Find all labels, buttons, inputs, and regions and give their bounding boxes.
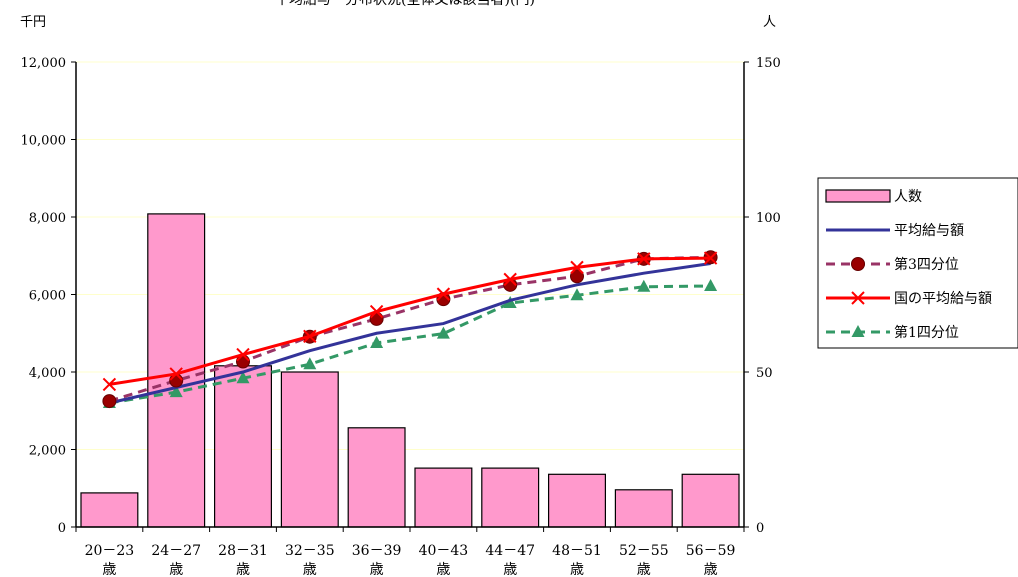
series-line: [109, 262, 711, 405]
data-point: [637, 252, 651, 266]
legend-item: 第1四分位: [826, 324, 959, 341]
category-label-suffix: 歳: [370, 562, 384, 577]
left-tick-label: 10,000: [21, 134, 67, 149]
right-tick-label: 0: [756, 521, 764, 536]
category-label-suffix: 歳: [637, 562, 651, 577]
category-label-suffix: 歳: [570, 562, 584, 577]
category-label-suffix: 歳: [436, 562, 450, 577]
legend-label: 第3四分位: [894, 256, 959, 273]
bar: [347, 427, 406, 528]
data-point: [570, 288, 584, 301]
chart-title: 平均給与・分布状況(全体又は該当者)(円): [275, 0, 535, 8]
legend-item: 第3四分位: [826, 256, 959, 273]
category-label: 48－51: [552, 543, 602, 559]
bar-series: [80, 213, 740, 528]
data-point: [570, 260, 584, 275]
data-point: [503, 272, 517, 287]
category-label: 44－47: [485, 543, 535, 559]
category-label: 56－59: [686, 543, 736, 559]
right-axis-unit: 人: [763, 15, 776, 30]
category-label-suffix: 歳: [503, 562, 517, 577]
data-point: [503, 296, 517, 309]
left-tick-label: 0: [58, 521, 66, 536]
right-tick-label: 150: [756, 56, 781, 71]
legend-item: 平均給与額: [826, 223, 964, 239]
left-tick-label: 4,000: [29, 366, 66, 381]
legend-label: 国の平均給与額: [894, 291, 992, 307]
category-label: 24－27: [151, 543, 201, 559]
legend-label: 平均給与額: [894, 223, 964, 239]
bar: [80, 492, 139, 528]
legend-item: 人数: [825, 189, 922, 205]
line-series-0: [109, 262, 711, 405]
legend-label: 第1四分位: [894, 324, 959, 341]
series-line: [109, 256, 711, 386]
bar: [481, 467, 540, 528]
data-point: [370, 335, 384, 348]
data-point: [570, 269, 584, 284]
category-label-suffix: 歳: [102, 562, 116, 577]
left-tick-label: 2,000: [29, 444, 66, 459]
category-label-suffix: 歳: [236, 562, 250, 577]
data-point: [637, 279, 651, 292]
data-point: [102, 394, 117, 409]
category-label: 36－39: [352, 543, 402, 559]
data-point: [169, 367, 183, 381]
category-label-suffix: 歳: [303, 562, 317, 577]
data-point: [236, 347, 250, 362]
legend-item: 国の平均給与額: [826, 291, 992, 307]
left-axis-unit: 千円: [20, 15, 46, 30]
left-tick-label: 12,000: [21, 56, 67, 71]
category-label-suffix: 歳: [169, 562, 183, 577]
bar: [147, 213, 206, 528]
right-tick-label: 100: [756, 211, 781, 226]
bar: [414, 467, 473, 528]
left-tick-label: 8,000: [29, 211, 66, 226]
category-label: 20－23: [85, 543, 135, 559]
legend-marker: [851, 291, 865, 305]
data-point: [436, 326, 450, 339]
category-labels: 20－23 歳 24－27 歳 28－31 歳 32－35 歳 36－39 歳 40－43 歳 44－4…: [85, 543, 736, 577]
bar: [614, 489, 673, 528]
bar: [547, 473, 606, 528]
series-line: [109, 284, 711, 405]
line-series-2: [102, 251, 718, 392]
data-point: [703, 251, 718, 265]
bar: [681, 473, 740, 528]
legend-swatch: [825, 189, 891, 203]
left-tick-label: 6,000: [29, 289, 66, 304]
left-axis-ticks: 0 2,000 4,000 6,000 8,000 10,000 12,000: [21, 56, 76, 536]
legend-marker: [851, 257, 865, 271]
category-label: 32－35: [285, 543, 335, 559]
category-label: 28－31: [218, 543, 268, 559]
bar: [280, 371, 339, 528]
right-tick-label: 50: [756, 366, 773, 381]
category-label: 52－55: [619, 543, 669, 559]
line-series-3: [102, 278, 718, 408]
legend-marker: [851, 325, 865, 337]
data-point: [303, 357, 317, 370]
right-axis-ticks: 0 50 100 150: [744, 56, 781, 536]
data-point: [303, 329, 317, 344]
data-point: [236, 371, 250, 384]
data-point: [704, 278, 718, 291]
data-point: [369, 304, 384, 319]
category-label: 40－43: [419, 543, 469, 559]
category-label-suffix: 歳: [704, 562, 718, 577]
line-series: [102, 250, 718, 409]
legend-label: 人数: [894, 189, 922, 205]
bar: [214, 365, 273, 528]
data-point: [169, 385, 183, 398]
data-point: [102, 377, 117, 392]
data-point: [436, 287, 451, 301]
